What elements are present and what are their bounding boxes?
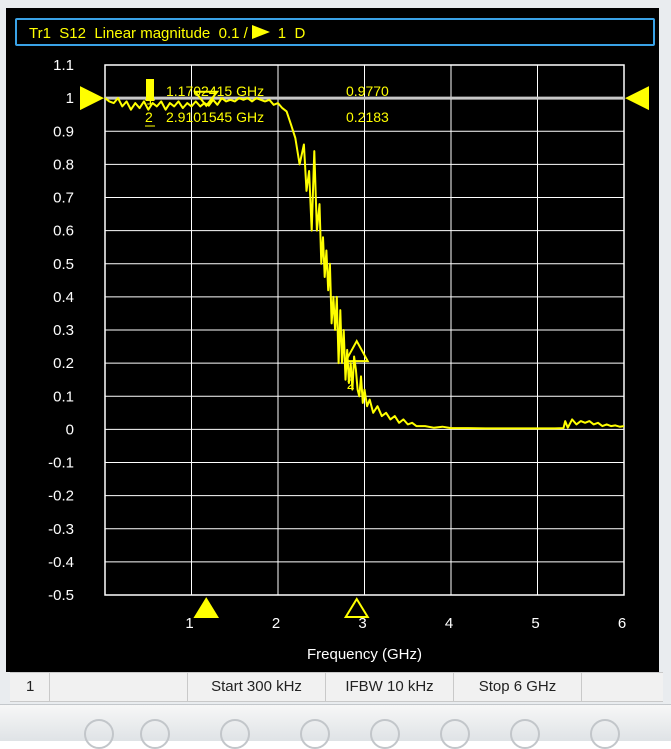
y-tick-label: -0.4: [48, 554, 74, 571]
plot-frame: [104, 64, 625, 596]
toolbar-icon[interactable]: [590, 719, 620, 749]
reference-arrow-icon: [251, 25, 270, 39]
y-tick-label: 0.7: [53, 190, 74, 207]
marker-readout-value: 0.9770: [346, 83, 389, 99]
y-tick-label: -0.5: [48, 587, 74, 604]
trace-header[interactable]: Tr1 S12 Linear magnitude 0.1 / 1 D: [15, 18, 655, 46]
marker-readout-frequency: 2.9101545 GHz: [166, 109, 264, 125]
ifbw[interactable]: IFBW 10 kHz: [326, 673, 454, 701]
help-icon[interactable]: [140, 719, 170, 749]
toolbar-strip: [0, 704, 671, 749]
y-tick-label: -0.2: [48, 488, 74, 505]
y-tick-label: 0: [66, 421, 74, 438]
format-label: Linear magnitude: [94, 25, 211, 42]
marker-triangle-icon: [193, 90, 220, 108]
x-tick-label: 3: [358, 615, 366, 632]
marker-axis-triangle-icon: [193, 597, 220, 618]
status-bar: 1 Start 300 kHz IFBW 10 kHz Stop 6 GHz: [10, 672, 663, 702]
x-tick-label: 6: [618, 615, 626, 632]
marker-readout-frequency: 1.1702415 GHz: [166, 83, 264, 99]
x-tick-label: 5: [531, 615, 539, 632]
trace-header-text: Tr1 S12 Linear magnitude 0.1 / 1 D: [29, 24, 305, 42]
marker-readout-number: 1: [145, 83, 153, 99]
x-tick-label: 4: [445, 615, 453, 632]
reference-arrow-right-icon: [625, 86, 649, 111]
y-tick-label: 1.1: [53, 57, 74, 74]
scale-label: 0.1 /: [218, 25, 248, 42]
y-tick-label: 0.3: [53, 322, 74, 339]
y-tick-label: 1: [66, 90, 74, 107]
chart: 1.1 1 0.9 0.8 0.7 0.6 0.5 0.4 0.3 0.2 0.1 0 -0.1 -0.2…: [48, 57, 649, 663]
trace-line: [104, 97, 625, 430]
stop-frequency[interactable]: Stop 6 GHz: [454, 673, 582, 701]
x-tick-label: 1: [185, 615, 193, 632]
status-empty-cell: [50, 673, 188, 701]
toolbar-icon[interactable]: [440, 719, 470, 749]
x-tick-label: 2: [272, 615, 280, 632]
y-tick-label: 0.9: [53, 123, 74, 140]
y-tick-label: 0.2: [53, 355, 74, 372]
y-tick-label: -0.1: [48, 455, 74, 472]
start-frequency[interactable]: Start 300 kHz: [188, 673, 326, 701]
plot-panel: [6, 8, 659, 672]
toolbar-icon[interactable]: [370, 719, 400, 749]
y-tick-label: 0.8: [53, 156, 74, 173]
y-tick-label: 0.1: [53, 388, 74, 405]
marker-readout-number: 2: [145, 109, 153, 125]
marker-triangle-icon: [344, 338, 370, 363]
toolbar-icon[interactable]: [510, 719, 540, 749]
marker-axis-triangle-icon: [343, 597, 370, 618]
toolbar-icon[interactable]: [300, 719, 330, 749]
parameter-label: S12: [59, 25, 86, 42]
reference-arrow-left-icon: [80, 86, 104, 111]
marker-readout-value: 0.2183: [346, 109, 389, 125]
x-axis-label: Frequency (GHz): [307, 646, 422, 663]
toolbar-icon[interactable]: [220, 719, 250, 749]
y-tick-label: 0.5: [53, 256, 74, 273]
channel-number[interactable]: 1: [10, 673, 50, 701]
active-marker-indicator: [146, 79, 154, 101]
reference-value-label: 1: [277, 25, 287, 42]
trace-label: Tr1: [29, 25, 51, 42]
status-empty-cell: [582, 673, 663, 701]
toolbar-icon[interactable]: [84, 719, 114, 749]
y-tick-label: 0.6: [53, 223, 74, 240]
flag-label: D: [294, 25, 306, 42]
marker-number: 2: [347, 376, 355, 392]
y-tick-label: 0.4: [53, 289, 74, 306]
y-tick-label: -0.3: [48, 521, 74, 538]
